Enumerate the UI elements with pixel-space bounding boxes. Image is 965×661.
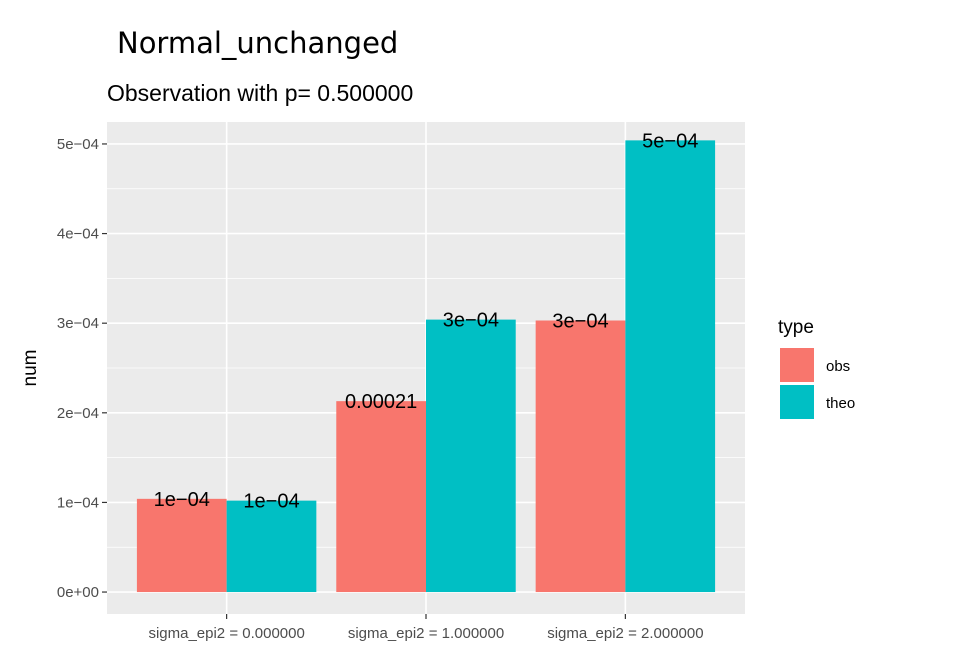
bar-label-obs-3: 3e−04	[552, 311, 608, 333]
legend-label-theo: theo	[826, 395, 855, 412]
legend: type obs theo	[778, 317, 855, 419]
bar-obs-3	[535, 320, 626, 593]
y-tick-label: 0e+00	[57, 584, 99, 601]
x-tick-label: sigma_epi2 = 1.000000	[348, 625, 504, 642]
y-axis-title: num	[20, 350, 41, 387]
bar-label-theo-2: 3e−04	[443, 310, 499, 332]
y-tick-label: 1e−04	[57, 494, 99, 511]
x-axis: sigma_epi2 = 0.000000 sigma_epi2 = 1.0000…	[148, 614, 704, 642]
x-tick-label: sigma_epi2 = 2.000000	[547, 625, 703, 642]
bar-theo-1	[226, 500, 317, 593]
legend-label-obs: obs	[826, 358, 850, 375]
legend-title: type	[778, 317, 814, 338]
chart-subtitle: Observation with p= 0.500000	[107, 80, 414, 106]
chart-title: Normal_unchanged	[117, 26, 399, 60]
x-tick-label: sigma_epi2 = 0.000000	[148, 625, 304, 642]
y-tick-label: 4e−04	[57, 226, 99, 243]
bar-label-theo-1: 1e−04	[243, 491, 299, 513]
bar-labels: 1e−04 0.00021 3e−04 1e−04 3e−04 5e−04	[154, 130, 699, 512]
bar-obs-2	[336, 401, 426, 593]
bar-theo-2	[426, 319, 516, 593]
bar-obs-1	[136, 498, 227, 593]
bar-label-theo-3: 5e−04	[642, 130, 698, 152]
y-tick-label: 2e−04	[57, 405, 99, 422]
bars	[136, 140, 716, 593]
bar-label-obs-2: 0.00021	[345, 391, 417, 413]
y-axis: 0e+00 1e−04 2e−04 3e−04 4e−04 5e−04	[57, 136, 107, 601]
bar-theo-3	[625, 140, 716, 593]
bar-label-obs-1: 1e−04	[154, 489, 210, 511]
y-tick-label: 5e−04	[57, 136, 99, 153]
y-tick-label: 3e−04	[57, 315, 99, 332]
legend-key-theo	[780, 385, 814, 419]
legend-key-obs	[780, 348, 814, 382]
